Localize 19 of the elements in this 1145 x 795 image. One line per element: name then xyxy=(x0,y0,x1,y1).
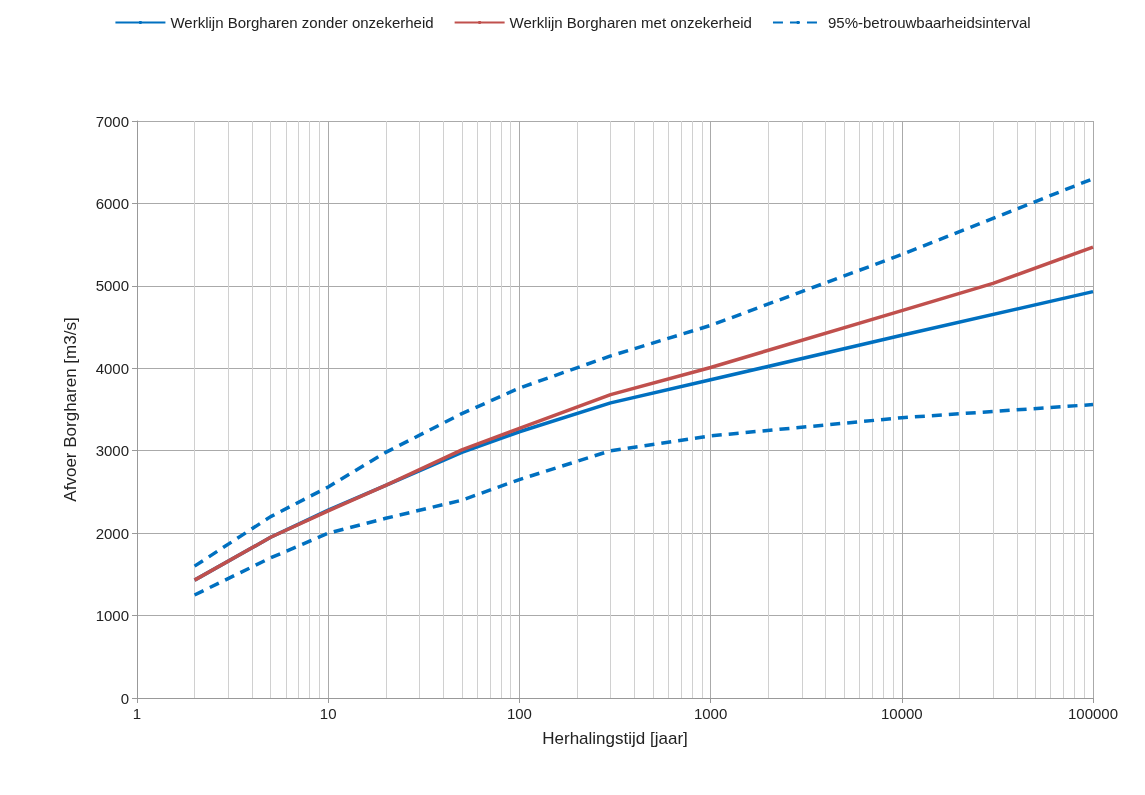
y-tick-label: 4000 xyxy=(95,359,129,377)
y-tick-label: 6000 xyxy=(95,194,129,212)
legend-label: 95%-betrouwbaarheidsinterval xyxy=(827,14,1031,31)
x-tick-label: 1 xyxy=(132,705,142,722)
x-tick-label: 10 xyxy=(319,705,337,722)
y-tick-label: 0 xyxy=(120,689,129,707)
x-tick-label: 100 xyxy=(506,705,532,722)
x-tick-label: 1000 xyxy=(693,705,728,722)
x-axis-title: Herhalingstijd [jaar] xyxy=(542,729,688,748)
y-tick-label: 2000 xyxy=(95,524,129,542)
x-tick-label: 10000 xyxy=(880,705,923,722)
y-tick-label: 1000 xyxy=(95,607,129,625)
y-tick-label: 5000 xyxy=(95,277,129,295)
legend-label: Werklijn Borgharen zonder onzekerheid xyxy=(170,14,434,31)
y-axis-title: Afvoer Borgharen [m3/s] xyxy=(61,317,80,502)
x-tick-label: 100000 xyxy=(1067,705,1119,722)
y-tick-label: 7000 xyxy=(95,112,129,130)
y-tick-label: 3000 xyxy=(95,442,129,460)
legend-label: Werklijn Borgharen met onzekerheid xyxy=(509,14,752,31)
